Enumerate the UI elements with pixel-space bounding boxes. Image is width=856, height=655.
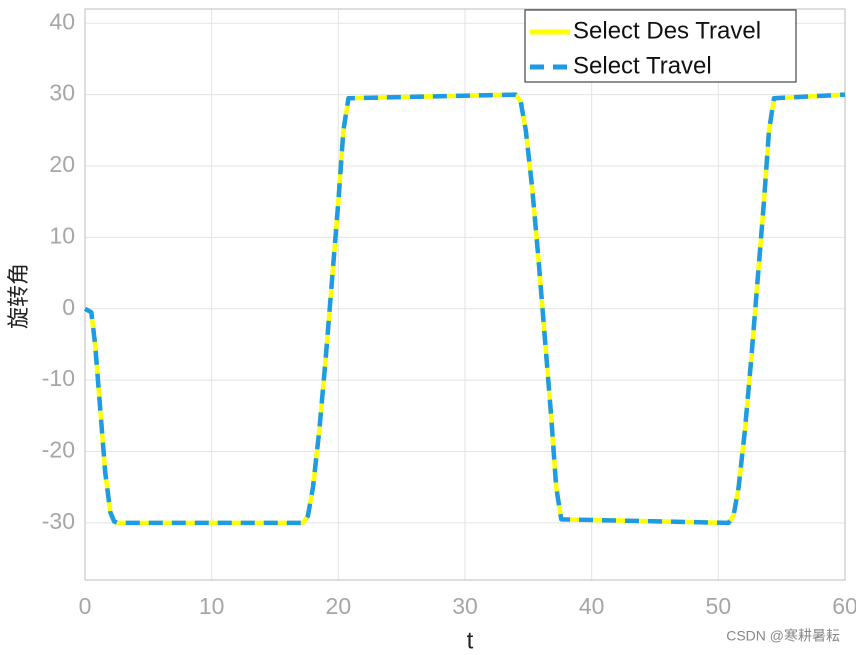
legend-box bbox=[524, 9, 797, 83]
series-line bbox=[83, 92, 846, 526]
y-tick-label: -30 bbox=[42, 508, 75, 534]
x-tick-label: 20 bbox=[326, 593, 352, 619]
y-tick-label: -10 bbox=[42, 365, 75, 391]
y-tick-label: 20 bbox=[49, 151, 75, 177]
x-tick-label: 50 bbox=[706, 593, 732, 619]
x-tick-label: 60 bbox=[832, 593, 856, 619]
x-tick-label: 0 bbox=[79, 593, 92, 619]
x-tick-label: 40 bbox=[579, 593, 605, 619]
y-axis-label: 旋转角 bbox=[7, 263, 32, 329]
y-tick-label: 10 bbox=[49, 222, 75, 248]
x-axis-label: t bbox=[467, 627, 474, 654]
x-tick-label: 10 bbox=[199, 593, 225, 619]
y-tick-label: 30 bbox=[49, 80, 75, 106]
y-tick-label: -20 bbox=[42, 437, 75, 463]
y-tick-label: 0 bbox=[62, 294, 75, 320]
legend-label: Select Des Travel bbox=[573, 17, 761, 44]
y-tick-label: 40 bbox=[49, 8, 75, 34]
plot-frame bbox=[84, 8, 846, 581]
watermark: CSDN @寒耕暑耘 bbox=[726, 628, 840, 644]
x-tick-label: 30 bbox=[452, 593, 478, 619]
legend-label: Select Travel bbox=[573, 52, 712, 79]
